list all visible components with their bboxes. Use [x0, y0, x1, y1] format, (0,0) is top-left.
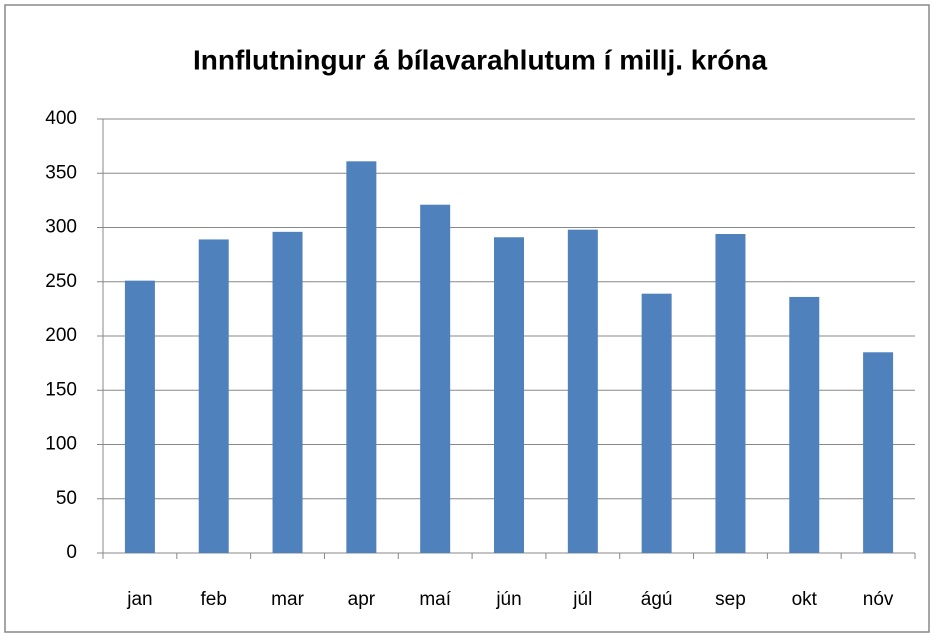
- x-tick-label: feb: [201, 589, 227, 610]
- bar: [272, 231, 303, 553]
- bar: [494, 237, 524, 553]
- bar: [715, 234, 746, 553]
- bar: [789, 296, 820, 553]
- y-tick-label: 400: [45, 108, 77, 129]
- y-tick-label: 300: [45, 217, 77, 238]
- x-tick-label: sep: [715, 589, 746, 610]
- x-tick-label: mar: [271, 589, 304, 610]
- y-tick-label: 0: [66, 542, 77, 563]
- y-tick-label: 100: [45, 434, 77, 455]
- y-tick-label: 350: [45, 162, 77, 183]
- bar: [198, 239, 229, 553]
- bar: [124, 280, 155, 553]
- bar: [863, 352, 894, 553]
- bar: [641, 293, 672, 553]
- chart-title: Innflutningur á bílavarahlutum í millj. …: [193, 44, 767, 75]
- x-tick-label: júl: [572, 589, 592, 610]
- y-tick-label: 200: [45, 325, 77, 346]
- x-tick-label: jan: [126, 589, 152, 610]
- bar: [567, 229, 598, 554]
- x-tick-label: jún: [495, 589, 521, 610]
- y-tick-label: 250: [45, 271, 77, 292]
- x-tick-label: nóv: [863, 589, 894, 610]
- chart-frame: [4, 4, 930, 633]
- bar: [346, 161, 377, 553]
- y-tick-label: 50: [56, 488, 77, 509]
- x-tick-label: apr: [348, 589, 376, 610]
- x-tick-label: ágú: [641, 589, 673, 610]
- x-tick-label: maí: [419, 589, 451, 610]
- bar: [420, 204, 451, 553]
- x-tick-label: okt: [792, 589, 818, 610]
- y-tick-label: 150: [45, 379, 77, 400]
